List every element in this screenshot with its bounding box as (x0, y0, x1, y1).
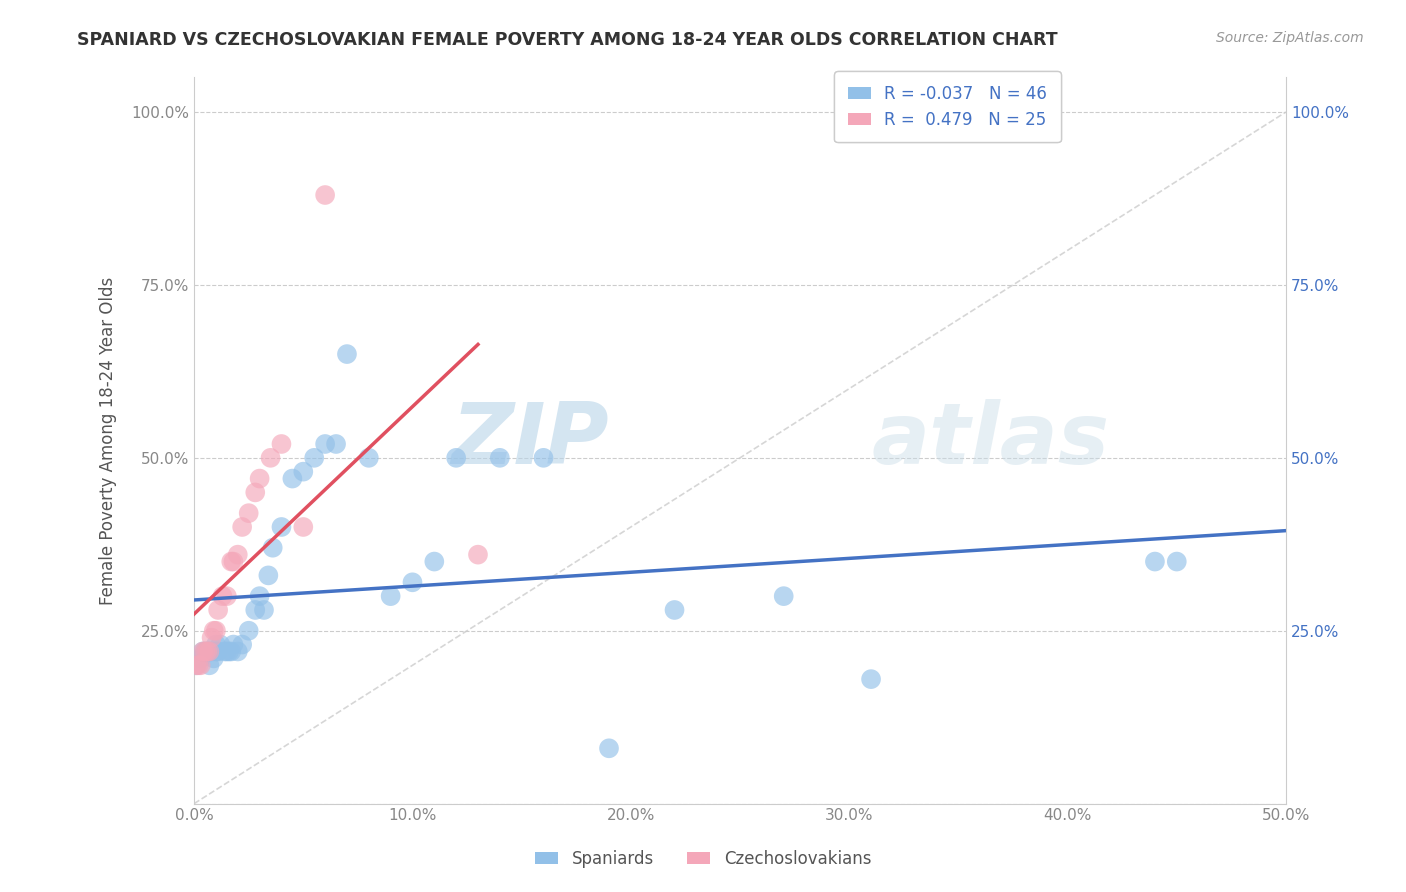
Point (190, 658, 212, 673)
Point (249, 472, 271, 486)
Point (302, 450, 325, 465)
Point (205, 624, 228, 638)
Text: Source: ZipAtlas.com: Source: ZipAtlas.com (1216, 31, 1364, 45)
Y-axis label: Female Poverty Among 18-24 Year Olds: Female Poverty Among 18-24 Year Olds (100, 277, 117, 605)
Point (292, 465, 315, 479)
Text: atlas: atlas (872, 399, 1109, 482)
Point (202, 624, 225, 638)
Point (259, 450, 281, 465)
Point (314, 188, 336, 202)
Point (218, 644, 240, 658)
Point (198, 644, 221, 658)
Point (198, 644, 221, 658)
Point (195, 644, 218, 658)
Point (664, 603, 686, 617)
Point (860, 672, 883, 686)
Point (444, 450, 467, 465)
Point (191, 644, 214, 658)
Point (195, 644, 218, 658)
Legend: R = -0.037   N = 46, R =  0.479   N = 25: R = -0.037 N = 46, R = 0.479 N = 25 (834, 71, 1060, 142)
Point (202, 651, 225, 665)
Point (598, 741, 620, 756)
Point (467, 548, 489, 562)
Legend: Spaniards, Czechoslovakians: Spaniards, Czechoslovakians (529, 844, 877, 875)
Point (533, 450, 555, 465)
Point (211, 589, 233, 603)
Point (231, 638, 253, 652)
Point (226, 548, 249, 562)
Point (357, 450, 380, 465)
Point (190, 651, 212, 665)
Point (249, 589, 271, 603)
Point (423, 555, 446, 569)
Point (245, 485, 267, 500)
Point (281, 472, 304, 486)
Point (238, 624, 260, 638)
Point (336, 347, 359, 361)
Point (222, 638, 245, 652)
Point (215, 644, 238, 658)
Point (292, 520, 315, 534)
Point (380, 589, 402, 603)
Point (205, 638, 228, 652)
Point (257, 568, 280, 582)
Point (186, 658, 208, 673)
Point (219, 555, 242, 569)
Point (187, 658, 209, 673)
Point (207, 644, 229, 658)
Point (209, 638, 232, 652)
Point (270, 437, 292, 451)
Point (215, 589, 238, 603)
Point (270, 520, 292, 534)
Point (245, 603, 267, 617)
Text: ZIP: ZIP (451, 399, 609, 482)
Point (401, 575, 423, 590)
Point (186, 658, 208, 673)
Point (488, 450, 510, 465)
Text: SPANIARD VS CZECHOSLOVAKIAN FEMALE POVERTY AMONG 18-24 YEAR OLDS CORRELATION CHA: SPANIARD VS CZECHOSLOVAKIAN FEMALE POVER… (77, 31, 1057, 49)
Point (207, 603, 229, 617)
Point (226, 644, 249, 658)
Point (772, 589, 794, 603)
Point (1143, 555, 1166, 569)
Point (214, 644, 236, 658)
Point (231, 520, 253, 534)
Point (200, 631, 222, 645)
Point (191, 644, 214, 658)
Point (194, 644, 217, 658)
Point (200, 644, 222, 658)
Point (205, 644, 228, 658)
Point (238, 506, 260, 520)
Point (194, 644, 217, 658)
Point (314, 437, 336, 451)
Point (1166, 555, 1188, 569)
Point (219, 644, 242, 658)
Point (222, 555, 245, 569)
Point (325, 437, 347, 451)
Point (262, 541, 284, 555)
Point (253, 603, 276, 617)
Point (198, 658, 221, 673)
